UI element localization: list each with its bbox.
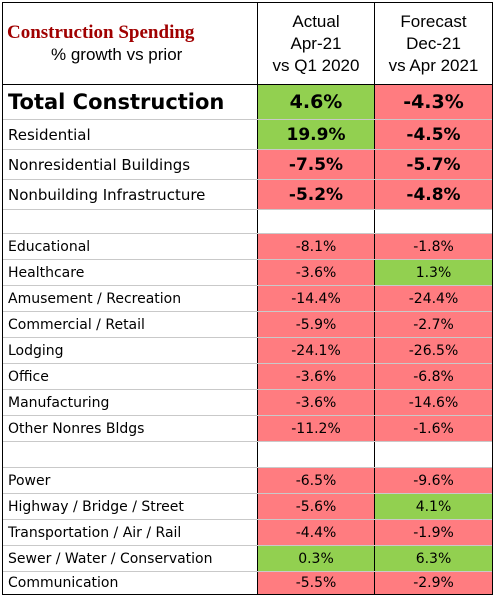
table-row: Healthcare -3.6% 1.3% xyxy=(3,260,492,286)
table-row: Other Nonres Bldgs -11.2% -1.6% xyxy=(3,416,492,442)
forecast-value: -24.4% xyxy=(374,286,492,311)
table-row: Lodging -24.1% -26.5% xyxy=(3,338,492,364)
forecast-header-line-1: Forecast xyxy=(400,11,467,31)
actual-column-header: Actual Apr-21 vs Q1 2020 xyxy=(257,3,374,84)
row-label: Educational xyxy=(8,238,91,255)
table-row: Nonresidential Buildings -7.5% -5.7% xyxy=(3,150,492,180)
row-label: Office xyxy=(8,368,49,385)
forecast-value: -14.6% xyxy=(374,390,492,415)
row-label: Other Nonres Bldgs xyxy=(8,420,145,437)
actual-value: -3.6% xyxy=(257,260,374,285)
actual-value: -5.2% xyxy=(257,180,374,209)
actual-value: -14.4% xyxy=(257,286,374,311)
actual-value: -24.1% xyxy=(257,338,374,363)
row-label: Communication xyxy=(8,575,119,591)
row-label: Nonbuilding Infrastructure xyxy=(8,185,206,204)
forecast-value: -1.8% xyxy=(374,234,492,259)
table-row: Office -3.6% -6.8% xyxy=(3,364,492,390)
table-row: Sewer / Water / Conservation 0.3% 6.3% xyxy=(3,546,492,572)
table-row: Manufacturing -3.6% -14.6% xyxy=(3,390,492,416)
actual-value: -8.1% xyxy=(257,234,374,259)
forecast-value: -5.7% xyxy=(374,150,492,179)
forecast-value: -6.8% xyxy=(374,364,492,389)
row-label: Power xyxy=(8,472,51,489)
row-label: Amusement / Recreation xyxy=(8,290,182,307)
forecast-value: -2.9% xyxy=(374,572,492,594)
forecast-value: -26.5% xyxy=(374,338,492,363)
row-label: Total Construction xyxy=(8,90,225,114)
forecast-value: -9.6% xyxy=(374,468,492,493)
forecast-value: -4.3% xyxy=(374,85,492,119)
actual-header-line-2: Apr-21 xyxy=(290,33,342,53)
forecast-value: -4.8% xyxy=(374,180,492,209)
actual-value: -6.5% xyxy=(257,468,374,493)
table-row: Communication -5.5% -2.9% xyxy=(3,572,492,594)
actual-value: -5.9% xyxy=(257,312,374,337)
row-label: Commercial / Retail xyxy=(8,316,145,333)
forecast-value: -1.6% xyxy=(374,416,492,441)
row-label: Transportation / Air / Rail xyxy=(8,524,182,541)
forecast-value: -1.9% xyxy=(374,520,492,545)
actual-value: -3.6% xyxy=(257,364,374,389)
table-row: Power -6.5% -9.6% xyxy=(3,468,492,494)
actual-value: -7.5% xyxy=(257,150,374,179)
table-row: Commercial / Retail -5.9% -2.7% xyxy=(3,312,492,338)
table-header: Construction Spending % growth vs prior … xyxy=(3,3,492,85)
forecast-value: 6.3% xyxy=(374,546,492,571)
actual-value: -5.6% xyxy=(257,494,374,519)
forecast-value: -2.7% xyxy=(374,312,492,337)
actual-value: 19.9% xyxy=(257,120,374,149)
row-label: Sewer / Water / Conservation xyxy=(8,550,213,567)
table-row: Amusement / Recreation -14.4% -24.4% xyxy=(3,286,492,312)
table-row: Residential 19.9% -4.5% xyxy=(3,120,492,150)
actual-header-line-1: Actual xyxy=(292,11,340,31)
actual-header-line-3: vs Q1 2020 xyxy=(272,55,360,75)
header-title-cell: Construction Spending % growth vs prior xyxy=(3,3,257,84)
actual-value: -4.4% xyxy=(257,520,374,545)
forecast-value: -4.5% xyxy=(374,120,492,149)
actual-value: 4.6% xyxy=(257,85,374,119)
row-label: Nonresidential Buildings xyxy=(8,155,191,174)
table-row: Total Construction 4.6% -4.3% xyxy=(3,85,492,120)
row-label: Highway / Bridge / Street xyxy=(8,498,184,515)
spacer-row xyxy=(3,210,492,234)
table-title: Construction Spending xyxy=(7,21,195,43)
actual-value: -5.5% xyxy=(257,572,374,594)
forecast-value: 4.1% xyxy=(374,494,492,519)
actual-value: -3.6% xyxy=(257,390,374,415)
row-label: Manufacturing xyxy=(8,394,110,411)
actual-value: -11.2% xyxy=(257,416,374,441)
actual-value: 0.3% xyxy=(257,546,374,571)
row-label: Healthcare xyxy=(8,264,85,281)
row-label: Lodging xyxy=(8,342,64,359)
forecast-header-line-3: vs Apr 2021 xyxy=(388,55,479,75)
row-label: Residential xyxy=(8,125,91,144)
table-row: Nonbuilding Infrastructure -5.2% -4.8% xyxy=(3,180,492,210)
forecast-column-header: Forecast Dec-21 vs Apr 2021 xyxy=(374,3,492,84)
spacer-row xyxy=(3,442,492,468)
table-row: Transportation / Air / Rail -4.4% -1.9% xyxy=(3,520,492,546)
table-subtitle: % growth vs prior xyxy=(51,44,183,64)
table-row: Highway / Bridge / Street -5.6% 4.1% xyxy=(3,494,492,520)
forecast-header-line-2: Dec-21 xyxy=(406,33,461,53)
forecast-value: 1.3% xyxy=(374,260,492,285)
table-row: Educational -8.1% -1.8% xyxy=(3,234,492,260)
